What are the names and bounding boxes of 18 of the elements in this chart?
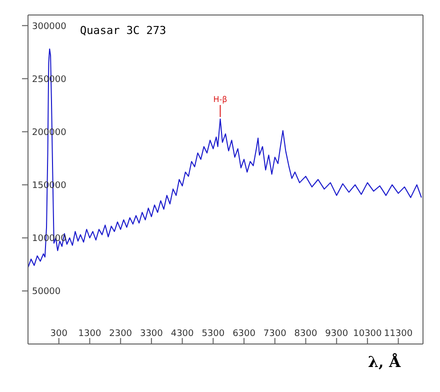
x-tick-label: 9300	[325, 329, 348, 339]
y-tick-label: 300000	[32, 22, 67, 32]
x-tick-label: 10300	[353, 329, 382, 339]
x-tick-label: 11300	[384, 329, 413, 339]
y-tick-label: 50000	[32, 287, 61, 298]
x-axis-title: λ, Å	[368, 353, 401, 371]
x-tick-label: 1300	[78, 329, 102, 339]
x-tick-label: 8300	[294, 329, 318, 339]
x-tick-label: 7300	[263, 329, 287, 339]
x-tick-label: 5300	[202, 329, 225, 339]
x-tick-label: 6300	[232, 329, 256, 339]
x-tick-label: 3300	[140, 329, 164, 339]
x-tick-label: 300	[50, 329, 68, 339]
text: Quasar 3C 273	[80, 24, 166, 37]
line-series	[28, 48, 422, 268]
annotation: H-β	[213, 95, 228, 104]
x-tick-label: 2300	[109, 329, 132, 339]
x-tick-label: 4300	[170, 329, 194, 339]
